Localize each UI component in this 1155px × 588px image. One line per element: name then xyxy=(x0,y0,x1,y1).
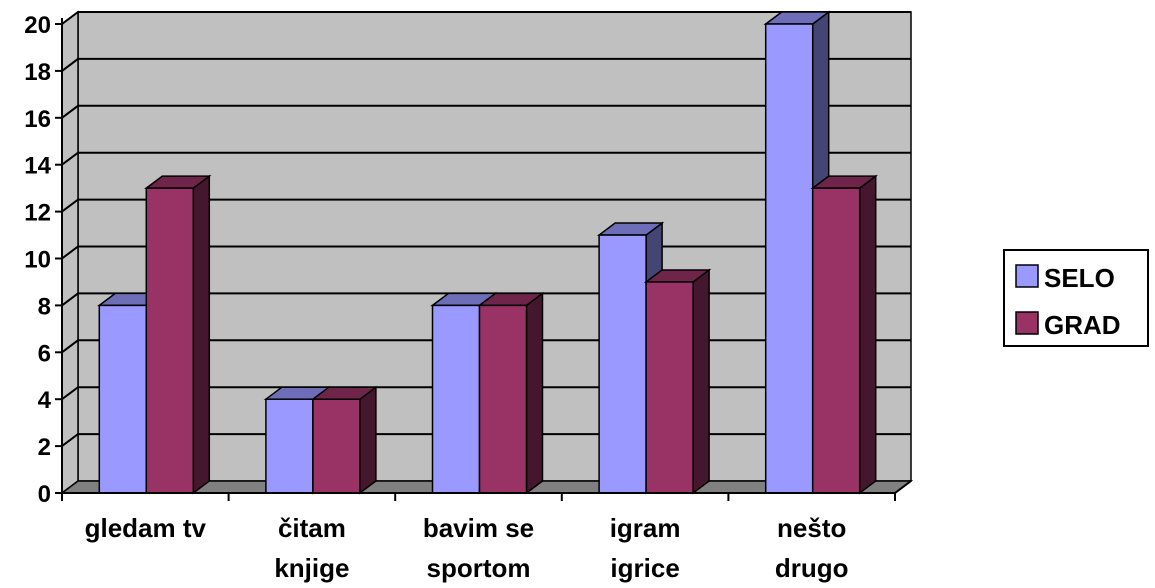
category-label: bavim se xyxy=(423,513,534,543)
y-tick-label: 20 xyxy=(24,12,51,39)
gridline xyxy=(61,151,911,166)
category-label: igram xyxy=(610,513,681,543)
category-label: igrice xyxy=(610,553,679,583)
y-tick-label: 4 xyxy=(38,387,52,414)
legend-label-grad: GRAD xyxy=(1044,310,1121,340)
axes xyxy=(55,18,912,501)
gridline xyxy=(61,198,911,213)
y-tick-label: 12 xyxy=(24,200,51,227)
y-tick-label: 10 xyxy=(24,247,51,274)
category-label: sportom xyxy=(427,553,531,583)
legend-swatch-grad xyxy=(1015,311,1039,335)
legend-label-selo: SELO xyxy=(1044,263,1115,293)
legend: SELO GRAD xyxy=(1003,249,1149,347)
category-label: čitam xyxy=(278,513,346,543)
y-tick-label: 2 xyxy=(38,434,51,461)
y-tick-labels: 0 2 4 6 8 10 12 14 16 18 20 xyxy=(24,12,51,508)
y-tick-label: 0 xyxy=(38,481,51,508)
bar-grad-0 xyxy=(144,174,212,495)
gridline xyxy=(61,57,911,72)
category-label: gledam tv xyxy=(85,513,207,543)
y-tick-label: 6 xyxy=(38,340,51,367)
category-label: drugo xyxy=(775,553,849,583)
bars xyxy=(97,10,878,495)
category-label: knjige xyxy=(274,553,349,583)
bar-grad-4 xyxy=(810,174,878,495)
gridline xyxy=(61,11,911,25)
gridline xyxy=(61,104,911,119)
y-tick-label: 16 xyxy=(24,106,51,133)
y-tick-label: 18 xyxy=(24,59,51,86)
bar-grad-1 xyxy=(310,385,379,495)
y-tick-label: 14 xyxy=(24,153,51,180)
category-label: nešto xyxy=(777,513,846,543)
y-tick-label: 8 xyxy=(38,293,51,320)
category-labels: gledam tv čitam knjige bavim se sportom igram… xyxy=(85,513,849,583)
bar-grad-3 xyxy=(643,268,712,495)
legend-swatch-selo xyxy=(1015,264,1039,288)
bar-grad-2 xyxy=(477,291,545,495)
